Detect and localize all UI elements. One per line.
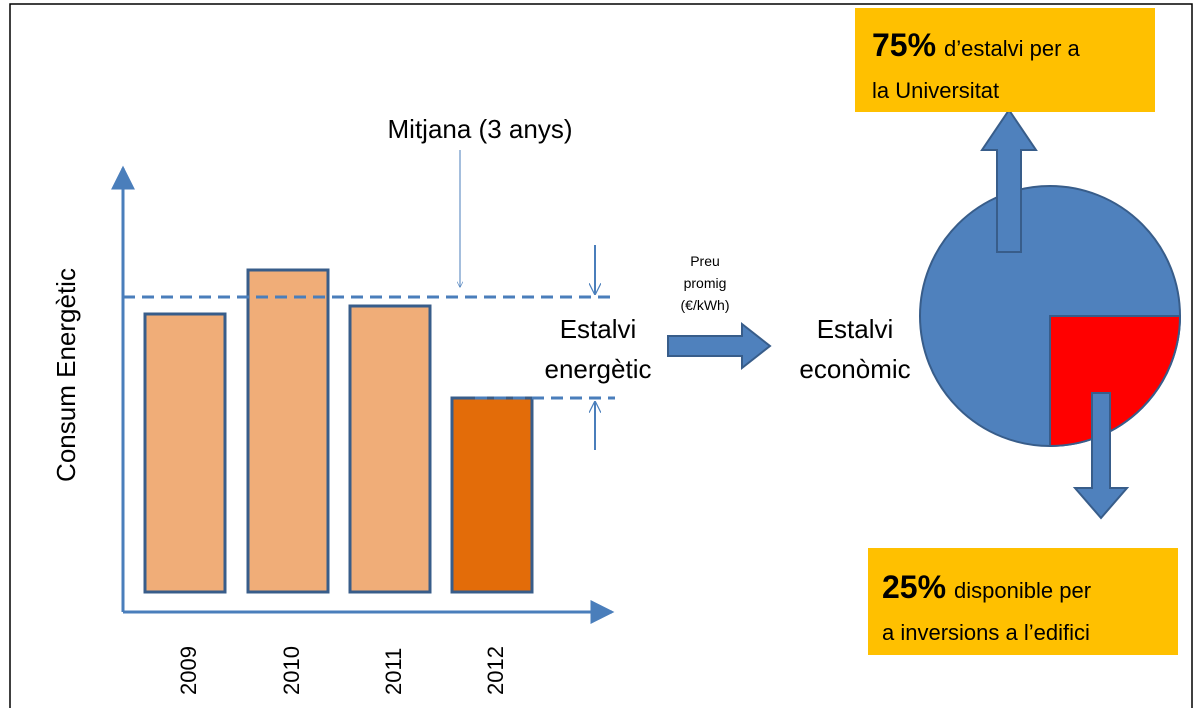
university-text: la Universitat	[872, 78, 999, 103]
text: d’estalvi per a	[944, 36, 1081, 61]
year-label: 2010	[279, 646, 304, 695]
bar	[143, 312, 227, 594]
price-label: Preu	[690, 253, 720, 269]
savings-label: Estalvi	[560, 314, 637, 344]
percent: 75%	[872, 27, 936, 63]
building-box	[868, 548, 1178, 655]
year-label: 2012	[483, 646, 508, 695]
economic-label: econòmic	[799, 354, 910, 384]
bar	[246, 268, 330, 594]
text: disponible per	[954, 578, 1091, 603]
price-label: (€/kWh)	[681, 297, 730, 313]
down-arrow	[1072, 392, 1130, 520]
year-label: 2011	[381, 648, 406, 695]
university-text: 75% d’estalvi per a	[872, 27, 1081, 63]
building-text: 25% disponible per	[882, 569, 1091, 605]
building-text: a inversions a l’edifici	[882, 620, 1090, 645]
title: Mitjana (3 anys)	[388, 114, 573, 144]
bar	[348, 304, 432, 594]
bar	[450, 396, 534, 594]
block-arrow	[667, 321, 772, 371]
up-arrow	[980, 108, 1038, 253]
y-axis-label: Consum Energètic	[51, 268, 81, 482]
year-label: 2009	[176, 646, 201, 695]
university-box	[855, 8, 1155, 112]
percent: 25%	[882, 569, 946, 605]
frame	[9, 3, 1193, 708]
economic-label: Estalvi	[817, 314, 894, 344]
price-label: promig	[684, 275, 727, 291]
pie-slice	[1049, 315, 1182, 448]
savings-label: energètic	[545, 354, 652, 384]
